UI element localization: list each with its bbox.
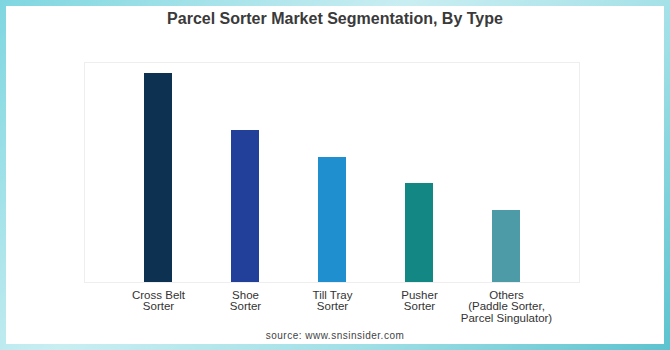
svg-text:Cross BeltSorter: Cross BeltSorter (132, 289, 186, 313)
svg-text:PusherSorter: PusherSorter (401, 289, 438, 313)
html-text:source: www.snsinsider.com: source: www.snsinsider.com (265, 330, 405, 341)
svg-text:Till TraySorter: Till TraySorter (313, 289, 353, 313)
svg-text:ShoeSorter: ShoeSorter (230, 289, 261, 313)
html-text:Parcel Sorter Market Segmentat: Parcel Sorter Market Segmentation, By Ty… (167, 10, 503, 27)
svg-text:Others(Paddle Sorter,Parcel Si: Others(Paddle Sorter,Parcel Singulator) (461, 289, 553, 324)
